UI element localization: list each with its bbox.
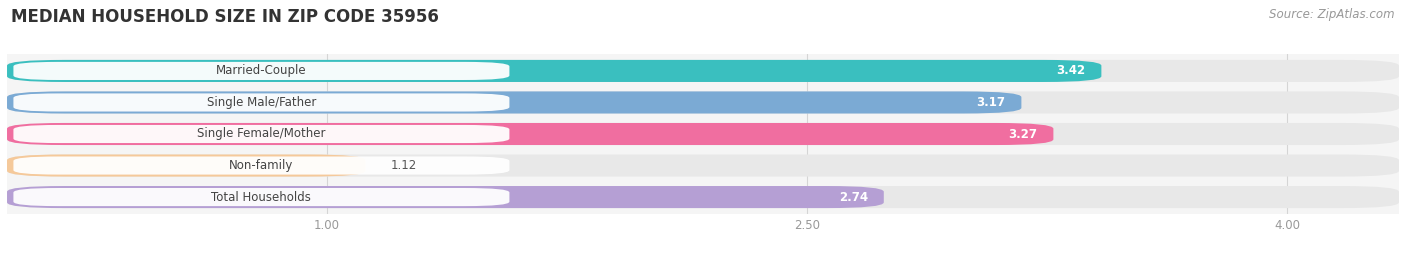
Text: 3.42: 3.42 <box>1056 64 1085 77</box>
Text: 3.27: 3.27 <box>1008 128 1038 140</box>
FancyBboxPatch shape <box>7 60 1399 82</box>
Text: 1.12: 1.12 <box>391 159 418 172</box>
Text: 3.17: 3.17 <box>976 96 1005 109</box>
Text: MEDIAN HOUSEHOLD SIZE IN ZIP CODE 35956: MEDIAN HOUSEHOLD SIZE IN ZIP CODE 35956 <box>11 8 439 26</box>
FancyBboxPatch shape <box>14 157 509 174</box>
FancyBboxPatch shape <box>7 186 1399 208</box>
FancyBboxPatch shape <box>14 62 509 80</box>
FancyBboxPatch shape <box>7 123 1399 145</box>
Text: Source: ZipAtlas.com: Source: ZipAtlas.com <box>1270 8 1395 21</box>
FancyBboxPatch shape <box>14 188 509 206</box>
FancyBboxPatch shape <box>7 91 1021 114</box>
FancyBboxPatch shape <box>7 154 366 177</box>
FancyBboxPatch shape <box>7 154 1399 177</box>
FancyBboxPatch shape <box>7 91 1399 114</box>
Text: 2.74: 2.74 <box>838 191 868 204</box>
Text: Non-family: Non-family <box>229 159 294 172</box>
Text: Single Male/Father: Single Male/Father <box>207 96 316 109</box>
FancyBboxPatch shape <box>7 60 1101 82</box>
FancyBboxPatch shape <box>14 125 509 143</box>
FancyBboxPatch shape <box>7 186 884 208</box>
FancyBboxPatch shape <box>14 94 509 111</box>
FancyBboxPatch shape <box>7 123 1053 145</box>
Text: Single Female/Mother: Single Female/Mother <box>197 128 326 140</box>
Text: Married-Couple: Married-Couple <box>217 64 307 77</box>
Text: Total Households: Total Households <box>211 191 311 204</box>
